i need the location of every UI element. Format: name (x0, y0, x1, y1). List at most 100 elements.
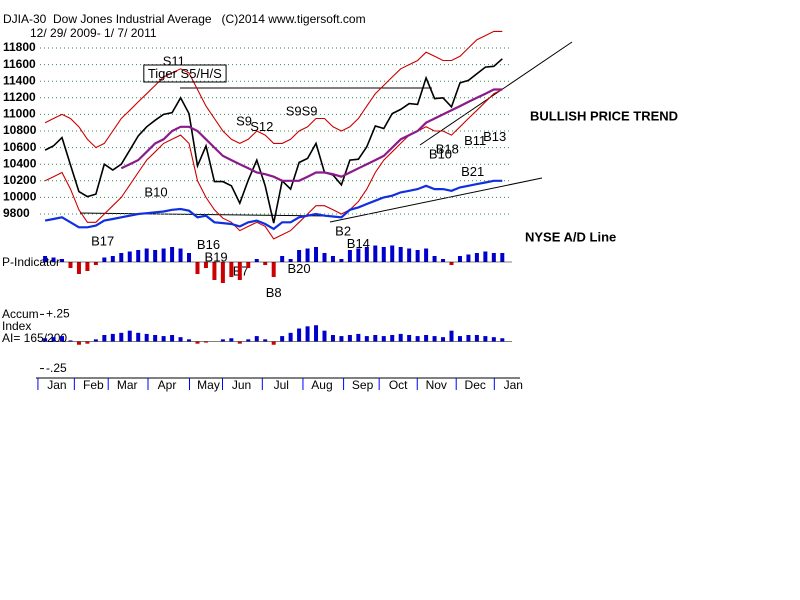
annotation: B18 (436, 142, 459, 157)
bar (398, 247, 403, 262)
annotation: B13 (483, 129, 506, 144)
bar (432, 336, 437, 342)
y-tick-label: 11400 (3, 73, 36, 87)
bar (322, 330, 327, 342)
bar (415, 250, 420, 262)
bar (220, 339, 225, 342)
x-tick-label: Jun (232, 378, 251, 392)
y-tick-label: 11000 (3, 107, 36, 121)
bar (170, 335, 175, 342)
annotation: B2 (335, 224, 351, 239)
bar (76, 341, 81, 345)
bar (68, 340, 73, 342)
y-tick-label: -.25 (46, 361, 67, 375)
bar (339, 259, 344, 262)
panel-title: AI= 165/200 (2, 331, 67, 345)
chart-title: DJIA-30 Dow Jones Industrial Average (C)… (3, 12, 366, 26)
bar (110, 256, 115, 262)
bar (110, 333, 115, 342)
series-line (44, 179, 503, 231)
bar (407, 248, 412, 262)
bar (263, 339, 268, 342)
y-tick-label: +.25 (46, 307, 70, 321)
bar (254, 336, 259, 342)
y-tick-label: 10600 (3, 140, 37, 154)
bar (381, 336, 386, 342)
x-tick-label: Dec (465, 378, 486, 392)
annotation: B8 (266, 285, 282, 300)
bar (339, 336, 344, 342)
bar (347, 250, 352, 262)
bar (314, 325, 319, 342)
series-line (44, 89, 503, 240)
bar (491, 337, 496, 342)
bar (246, 262, 251, 268)
trend-line (419, 41, 573, 146)
bar (85, 262, 90, 271)
bar (144, 248, 149, 262)
bar (407, 335, 412, 342)
bar (220, 262, 225, 283)
annotation: S9S9 (286, 103, 318, 118)
bar (271, 262, 276, 277)
bar (229, 338, 234, 342)
x-tick-label: Jul (274, 378, 289, 392)
bar (381, 247, 386, 262)
bar (322, 253, 327, 262)
annotation: B11 (464, 133, 486, 148)
bar (466, 335, 471, 342)
bar (127, 251, 132, 262)
bar (297, 250, 302, 262)
annotation: B10 (429, 147, 452, 162)
bar (441, 337, 446, 342)
bar (449, 330, 454, 342)
panel-title: Accum (2, 307, 39, 321)
annotation: Tiger S5/H/S (148, 66, 222, 81)
bar (51, 337, 56, 342)
side-label: BULLISH PRICE TREND (530, 108, 678, 123)
bar (280, 336, 285, 342)
x-tick-label: Sep (352, 378, 374, 392)
y-tick-label: 11200 (3, 90, 36, 104)
annotation: B20 (288, 261, 311, 276)
bar (288, 259, 293, 262)
panel-title: Index (2, 319, 31, 333)
bar (127, 330, 132, 342)
bar (474, 335, 479, 342)
bar (500, 338, 505, 342)
x-tick-label: May (197, 378, 220, 392)
bar (93, 262, 98, 265)
bar (187, 339, 192, 342)
bar (373, 335, 378, 342)
bar (483, 251, 488, 262)
bar (161, 248, 166, 262)
bar (212, 262, 217, 280)
bar (68, 262, 73, 268)
bar (43, 338, 48, 342)
bar (466, 254, 471, 262)
bar (483, 336, 488, 342)
bar (297, 328, 302, 342)
bar (119, 332, 124, 342)
series-line (44, 30, 503, 149)
annotation: B21 (461, 164, 484, 179)
bar (356, 333, 361, 342)
bar (449, 262, 454, 265)
x-tick-label: Nov (426, 378, 447, 392)
bar (288, 332, 293, 342)
bar (373, 245, 378, 262)
x-tick-label: Mar (117, 378, 138, 392)
bar (170, 247, 175, 262)
y-tick-label: 10000 (3, 190, 37, 204)
bar (271, 341, 276, 345)
bar (153, 335, 158, 342)
bar (136, 332, 141, 342)
x-tick-label: Oct (389, 378, 408, 392)
x-tick-label: Aug (311, 378, 332, 392)
bar (254, 259, 259, 262)
bar (491, 253, 496, 262)
side-label: NYSE A/D Line (525, 229, 616, 244)
y-tick-label: 10400 (3, 156, 37, 170)
bar (119, 253, 124, 262)
